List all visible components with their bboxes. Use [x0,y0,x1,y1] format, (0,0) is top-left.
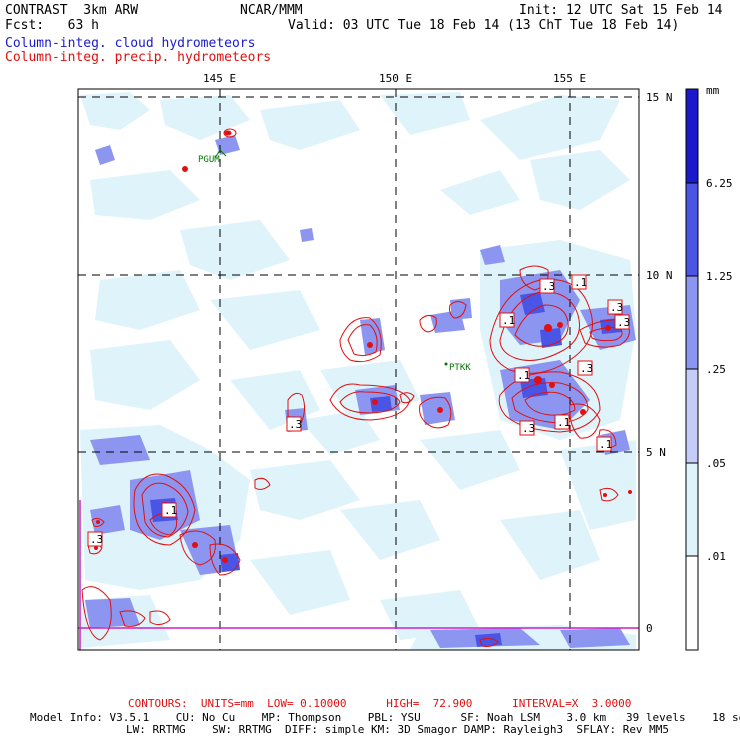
svg-text:5 N: 5 N [646,446,666,459]
colorbar-segment [686,369,698,463]
colorbar-level: .01 [706,550,726,563]
svg-text:10 N: 10 N [646,269,673,282]
contour-label: .1 [554,414,570,430]
contour-label: .3 [519,420,535,436]
svg-text:15 N: 15 N [646,91,673,104]
contour-label: .3 [286,416,302,432]
svg-text:.1: .1 [599,438,612,451]
colorbar-level: 1.25 [706,270,733,283]
station-pgum: PGUM [198,149,227,165]
svg-text:.3: .3 [610,301,623,314]
colorbar-level: 6.25 [706,177,733,190]
colorbar-segment [686,276,698,369]
map-border [77,88,640,651]
contour-label: .3 [87,531,103,547]
contour-labels: .3 .1 .1 .3 .1 .3 .1 .1 .3 .3 .1 .3 .3 [87,274,630,547]
colorbar-segment [686,89,698,183]
map-grid [78,89,639,650]
colorbar-segment [686,556,698,650]
colorbar-segment [686,463,698,556]
svg-text:155 E: 155 E [553,72,586,85]
svg-text:.1: .1 [557,416,570,429]
init-time: Init: 12 UTC Sat 15 Feb 14 [519,3,723,18]
longitude-labels: 145 E 150 E 155 E [203,72,586,85]
svg-text:.1: .1 [574,276,587,289]
colorbar-unit: mm [706,84,720,97]
colorbar-level: .25 [706,363,726,376]
contour-label: .1 [514,367,530,383]
contour-label: .3 [614,314,630,330]
svg-text:.1: .1 [164,504,177,517]
station-ptkk: PTKK [444,362,471,373]
contour-label: .1 [161,502,177,518]
contour-label: .1 [499,312,515,328]
latitude-labels: 15 N 10 N 5 N 0 [646,91,673,635]
svg-text:.1: .1 [517,369,530,382]
colorbar-segment [686,183,698,276]
svg-text:0: 0 [646,622,653,635]
svg-text:.3: .3 [289,418,302,431]
contour-label: .3 [577,360,593,376]
svg-text:.3: .3 [522,422,535,435]
svg-text:.3: .3 [90,533,103,546]
valid-time: Valid: 03 UTC Tue 18 Feb 14 (13 ChT Tue … [288,18,680,33]
contour-label: .1 [571,274,587,290]
svg-text:.3: .3 [580,362,593,375]
contour-label: .1 [596,436,612,452]
svg-text:.3: .3 [542,280,555,293]
colorbar: mm 6.25 1.25 .25 .05 .01 [685,84,733,651]
contour-label: .3 [607,299,623,315]
contour-label: .3 [539,278,555,294]
precip-contours [81,128,630,647]
experiment-title: CONTRAST 3km ARW [5,3,139,18]
cloud-field-label: Column-integ. cloud hydrometeors [5,36,256,51]
svg-text:145 E: 145 E [203,72,236,85]
precip-field-label: Column-integ. precip. hydrometeors [5,50,272,65]
svg-text:150 E: 150 E [379,72,412,85]
contour-info: CONTOURS: UNITS=mm LOW= 0.10000 HIGH= 72… [128,697,632,710]
forecast-hour: Fcst: 63 h [5,18,99,33]
model-info-line2: LW: RRTMG SW: RRTMG DIFF: simple KM: 3D … [126,723,670,736]
svg-text:.3: .3 [617,316,630,329]
precip-cores [94,322,632,563]
map-plot-area: .3 .1 .1 .3 .1 .3 .1 .1 .3 .3 .1 .3 .3 P… [78,89,639,650]
colorbar-level: .05 [706,457,726,470]
svg-text:.1: .1 [502,314,515,327]
station-label-pgum: PGUM [198,155,220,165]
model-info-line1: Model Info: V3.5.1 CU: No Cu MP: Thompso… [30,711,740,724]
cloud-shading-light [80,92,636,650]
center-name: NCAR/MMM [240,3,303,18]
station-label-ptkk: PTKK [449,363,471,373]
